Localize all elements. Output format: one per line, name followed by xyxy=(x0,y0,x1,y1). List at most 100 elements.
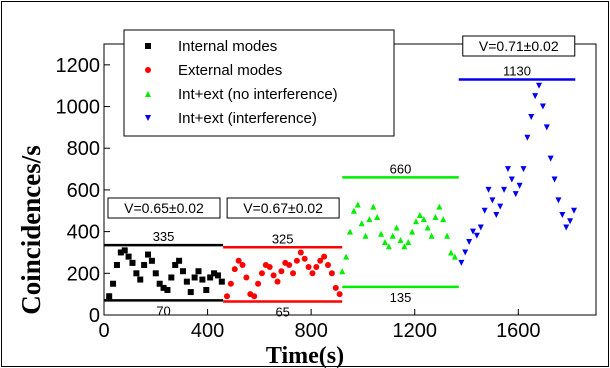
upper-bound-label-1: 325 xyxy=(272,231,294,246)
data-point-1 xyxy=(290,270,297,277)
data-point-2 xyxy=(451,253,458,260)
data-point-2 xyxy=(370,203,377,210)
data-point-3 xyxy=(477,224,484,231)
data-point-3 xyxy=(504,166,511,173)
data-point-3 xyxy=(543,124,550,131)
data-point-0 xyxy=(129,259,136,266)
data-point-0 xyxy=(191,274,198,281)
data-point-0 xyxy=(133,270,140,277)
data-point-0 xyxy=(137,276,144,283)
data-point-1 xyxy=(224,293,230,300)
data-point-1 xyxy=(251,293,258,300)
data-point-1 xyxy=(305,264,312,271)
data-point-3 xyxy=(551,176,558,183)
legend-label-3: Int+ext (interference) xyxy=(178,110,317,127)
data-point-3 xyxy=(539,103,546,110)
data-point-0 xyxy=(203,286,210,293)
axis-layer: 0 400 800 1200 1600 0 200 400 600 800 1000 1200 xyxy=(56,55,541,342)
data-point-1 xyxy=(336,291,343,298)
data-point-0 xyxy=(218,278,225,285)
data-point-2 xyxy=(413,218,420,225)
data-point-0 xyxy=(152,270,159,277)
data-point-2 xyxy=(401,243,408,250)
upper-bound-label-2: 660 xyxy=(390,161,412,176)
data-point-2 xyxy=(409,228,416,235)
x-axis-title: Time(s) xyxy=(266,343,344,368)
data-point-3 xyxy=(485,186,492,193)
y-tick-label-5: 1000 xyxy=(56,97,101,119)
y-axis-title: Coincidences/s xyxy=(16,145,46,315)
data-point-3 xyxy=(555,197,562,204)
legend-marker-3 xyxy=(145,115,151,121)
legend-marker-0 xyxy=(145,43,151,49)
data-point-1 xyxy=(255,280,262,287)
data-point-0 xyxy=(106,293,113,300)
visibility-box-2 xyxy=(462,35,576,57)
data-point-0 xyxy=(121,247,128,254)
data-point-1 xyxy=(231,266,238,273)
data-point-2 xyxy=(343,253,350,260)
y-tick-label-0: 0 xyxy=(89,305,100,327)
data-point-1 xyxy=(243,274,250,281)
data-point-0 xyxy=(160,284,167,291)
data-point-2 xyxy=(350,207,357,214)
data-point-3 xyxy=(501,186,508,193)
data-point-2 xyxy=(420,216,427,223)
plot-layer xyxy=(106,82,577,300)
data-point-2 xyxy=(436,203,443,210)
legend-marker-1 xyxy=(145,67,151,73)
data-point-0 xyxy=(179,268,186,275)
data-point-2 xyxy=(358,220,365,227)
data-point-0 xyxy=(199,276,206,283)
data-point-3 xyxy=(524,134,531,141)
visibility-label-0: V=0.65±0.02 xyxy=(124,200,204,216)
data-point-1 xyxy=(293,257,300,264)
data-point-3 xyxy=(528,113,535,120)
data-point-3 xyxy=(516,182,523,189)
upper-bound-label-3: 1130 xyxy=(503,63,531,78)
data-point-3 xyxy=(563,224,570,231)
y-tick-label-1: 200 xyxy=(67,263,100,285)
data-point-2 xyxy=(354,201,361,208)
x-tick-label-0: 0 xyxy=(98,320,109,342)
data-point-3 xyxy=(570,207,577,214)
data-point-3 xyxy=(508,176,515,183)
data-point-2 xyxy=(381,239,388,246)
data-point-2 xyxy=(347,228,353,235)
legend-label-2: Int+ext (no interference) xyxy=(178,86,338,103)
data-point-1 xyxy=(301,255,308,262)
upper-bound-label-0: 335 xyxy=(153,229,175,244)
data-point-1 xyxy=(324,261,331,268)
data-point-3 xyxy=(567,218,574,225)
data-point-1 xyxy=(258,270,265,277)
data-point-0 xyxy=(168,274,175,281)
data-point-0 xyxy=(183,278,190,285)
data-point-0 xyxy=(195,268,202,275)
lower-bound-label-1: 65 xyxy=(275,304,289,319)
data-point-1 xyxy=(332,284,339,291)
legend-label-0: Internal modes xyxy=(178,38,277,55)
legend-label-1: External modes xyxy=(178,62,282,79)
data-point-1 xyxy=(297,249,304,256)
data-point-1 xyxy=(313,264,320,271)
data-point-3 xyxy=(493,211,500,218)
data-point-2 xyxy=(440,216,447,223)
data-point-0 xyxy=(164,286,171,293)
visibility-label-1: V=0.67±0.02 xyxy=(243,200,323,216)
data-point-0 xyxy=(110,280,117,287)
data-point-2 xyxy=(397,236,404,243)
data-point-2 xyxy=(447,249,454,256)
data-point-2 xyxy=(432,214,439,221)
data-point-2 xyxy=(416,211,423,218)
data-point-3 xyxy=(512,191,519,198)
legend-box xyxy=(123,29,395,137)
data-point-3 xyxy=(536,82,543,89)
data-point-0 xyxy=(207,274,214,281)
data-point-1 xyxy=(286,261,293,268)
data-point-3 xyxy=(547,155,554,162)
data-point-0 xyxy=(156,280,163,287)
data-point-3 xyxy=(489,197,496,204)
data-point-2 xyxy=(405,239,412,246)
data-point-1 xyxy=(317,257,324,264)
